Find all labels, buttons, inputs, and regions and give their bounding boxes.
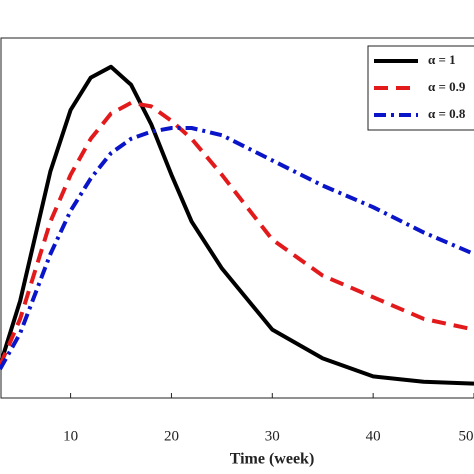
x-tick-label: 20 [164,428,179,444]
x-tick-label: 40 [366,428,381,444]
x-axis-label: Time (week) [230,451,315,468]
legend-label: α = 0.9 [428,79,466,94]
series-line [0,100,474,367]
legend: α = 1 α = 0.9 α = 0.8 [367,45,474,131]
series-line [0,126,474,371]
x-tick-label: 30 [265,428,280,444]
plot-frame [0,37,474,399]
legend-label: α = 1 [428,52,456,67]
legend-label: α = 0.8 [428,106,466,121]
series-line [0,64,474,386]
x-tick-label: 50 [459,428,474,444]
x-tick-label: 10 [63,428,78,444]
